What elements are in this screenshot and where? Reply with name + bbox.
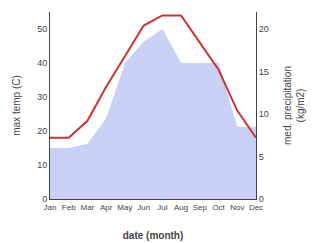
svg-text:Jan: Jan (44, 203, 57, 212)
svg-text:May: May (117, 203, 132, 212)
svg-text:5: 5 (259, 152, 264, 162)
svg-text:10: 10 (37, 160, 47, 170)
svg-text:Nov: Nov (230, 203, 244, 212)
svg-text:Jul: Jul (157, 203, 167, 212)
svg-text:10: 10 (259, 109, 269, 119)
svg-text:50: 50 (37, 24, 47, 34)
svg-text:Jun: Jun (137, 203, 150, 212)
svg-text:Mar: Mar (81, 203, 95, 212)
svg-text:Apr: Apr (100, 203, 113, 212)
svg-text:40: 40 (37, 58, 47, 68)
svg-text:Feb: Feb (62, 203, 76, 212)
svg-text:Aug: Aug (174, 203, 188, 212)
svg-text:Dec: Dec (249, 203, 263, 212)
svg-text:date (month): date (month) (123, 230, 184, 241)
svg-text:0: 0 (259, 194, 264, 204)
svg-text:20: 20 (37, 126, 47, 136)
svg-text:15: 15 (259, 67, 269, 77)
svg-text:max temp (C): max temp (C) (11, 75, 22, 136)
svg-text:med. precipitation(kg/m2): med. precipitation(kg/m2) (282, 66, 306, 145)
svg-text:20: 20 (259, 24, 269, 34)
svg-text:30: 30 (37, 92, 47, 102)
svg-text:Oct: Oct (212, 203, 225, 212)
svg-text:Sep: Sep (193, 203, 208, 212)
svg-text:0: 0 (42, 194, 47, 204)
